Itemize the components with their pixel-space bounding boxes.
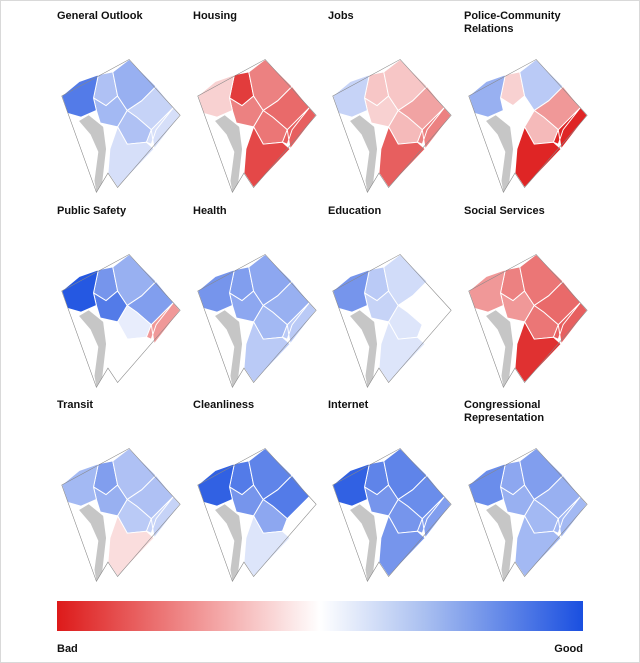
river-shape bbox=[350, 504, 378, 582]
map-panel: Jobs bbox=[328, 10, 458, 195]
map-title: Social Services bbox=[464, 205, 545, 217]
ward-region bbox=[243, 514, 291, 578]
ward-region bbox=[514, 125, 562, 189]
ward-region bbox=[378, 514, 426, 578]
map-title: Health bbox=[193, 205, 227, 217]
map-panel: Congressional Representation bbox=[464, 399, 594, 584]
district-outline bbox=[61, 254, 181, 388]
ward-map bbox=[197, 58, 317, 193]
map-panel: Police-Community Relations bbox=[464, 10, 594, 195]
ward-map bbox=[468, 447, 588, 582]
district-outline bbox=[197, 448, 317, 582]
map-title: Congressional Representation bbox=[464, 399, 545, 424]
ward-map bbox=[61, 58, 181, 193]
district-outline bbox=[61, 448, 181, 582]
ward-region bbox=[332, 463, 370, 507]
ward-region bbox=[514, 514, 562, 578]
district-outline bbox=[468, 448, 588, 582]
ward-region bbox=[514, 320, 562, 384]
river-shape bbox=[215, 115, 243, 193]
ward-map bbox=[197, 253, 317, 388]
ward-map bbox=[332, 447, 452, 582]
map-panel: Education bbox=[328, 205, 458, 390]
ward-region bbox=[378, 320, 426, 384]
ward-region bbox=[378, 125, 426, 189]
district-outline bbox=[468, 59, 588, 193]
ward-region bbox=[468, 74, 506, 118]
ward-region bbox=[107, 320, 155, 384]
ward-region bbox=[243, 320, 291, 384]
district-outline bbox=[197, 59, 317, 193]
map-title: Internet bbox=[328, 399, 369, 411]
ward-region bbox=[468, 269, 506, 313]
map-title: Education bbox=[328, 205, 382, 217]
map-panel: Health bbox=[193, 205, 323, 390]
river-shape bbox=[79, 310, 107, 388]
district-outline bbox=[197, 254, 317, 388]
map-panel: Cleanliness bbox=[193, 399, 323, 584]
map-panel: Public Safety bbox=[57, 205, 187, 390]
district-outline bbox=[332, 59, 452, 193]
ward-map bbox=[332, 253, 452, 388]
river-shape bbox=[350, 115, 378, 193]
ward-map bbox=[61, 253, 181, 388]
river-shape bbox=[486, 310, 514, 388]
district-outline bbox=[61, 59, 181, 193]
ward-map bbox=[197, 447, 317, 582]
river-shape bbox=[215, 310, 243, 388]
river-shape bbox=[79, 504, 107, 582]
legend-low-label: Bad bbox=[57, 643, 78, 655]
river-shape bbox=[350, 310, 378, 388]
map-title: Police-Community Relations bbox=[464, 10, 561, 35]
ward-region bbox=[107, 514, 155, 578]
map-title: Public Safety bbox=[57, 205, 127, 217]
map-title: Jobs bbox=[328, 10, 354, 22]
ward-region bbox=[243, 125, 291, 189]
map-panel: Housing bbox=[193, 10, 323, 195]
district-outline bbox=[332, 448, 452, 582]
district-outline bbox=[468, 254, 588, 388]
ward-region bbox=[197, 269, 235, 313]
ward-region bbox=[61, 269, 99, 313]
river-shape bbox=[486, 504, 514, 582]
ward-region bbox=[197, 74, 235, 118]
ward-region bbox=[107, 125, 155, 189]
river-shape bbox=[215, 504, 243, 582]
ward-map bbox=[61, 447, 181, 582]
map-title: General Outlook bbox=[57, 10, 143, 22]
district-outline bbox=[332, 254, 452, 388]
river-shape bbox=[486, 115, 514, 193]
map-title: Transit bbox=[57, 399, 94, 411]
ward-region bbox=[332, 269, 370, 313]
map-panel: Transit bbox=[57, 399, 187, 584]
ward-region bbox=[332, 74, 370, 118]
map-title: Housing bbox=[193, 10, 237, 22]
ward-map bbox=[468, 253, 588, 388]
ward-region bbox=[468, 463, 506, 507]
map-panel: General Outlook bbox=[57, 10, 187, 195]
map-panel: Internet bbox=[328, 399, 458, 584]
color-scale-legend bbox=[57, 601, 583, 631]
ward-map bbox=[332, 58, 452, 193]
ward-map bbox=[468, 58, 588, 193]
legend-high-label: Good bbox=[554, 643, 583, 655]
ward-region bbox=[61, 74, 99, 118]
ward-region bbox=[61, 463, 99, 507]
map-title: Cleanliness bbox=[193, 399, 255, 411]
map-panel: Social Services bbox=[464, 205, 594, 390]
river-shape bbox=[79, 115, 107, 193]
ward-region bbox=[197, 463, 235, 507]
